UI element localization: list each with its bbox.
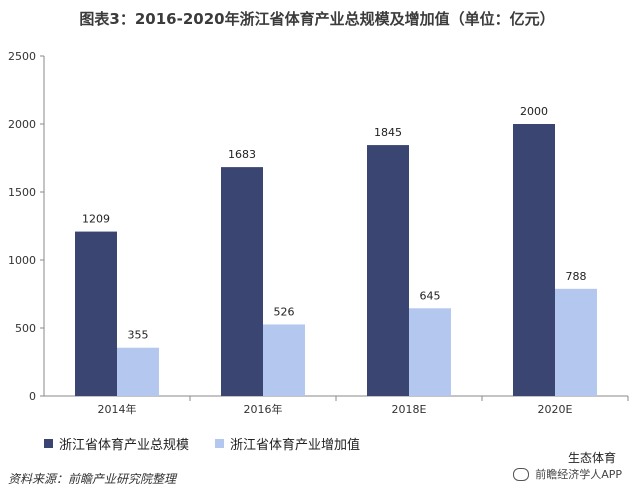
bar-series2 <box>117 347 159 396</box>
legend-item-series2: 浙江省体育产业增加值 <box>215 434 360 453</box>
x-tick-label: 2020E <box>538 403 573 416</box>
x-tick-label: 2014年 <box>98 402 137 416</box>
bar-series2 <box>555 288 597 396</box>
y-tick-label: 1500 <box>8 186 36 199</box>
x-tick-label: 2018E <box>392 403 427 416</box>
y-tick-label: 0 <box>29 390 36 403</box>
y-tick-label: 500 <box>15 322 36 335</box>
data-label-series2: 788 <box>566 270 587 283</box>
labels: 1209 355 1683 526 1845 645 2000 788 <box>82 105 587 342</box>
data-label-series1: 2000 <box>520 105 548 118</box>
axes: 0 500 1000 1500 2000 2500 2014年 2016年 2018E 2020E <box>8 50 629 416</box>
y-tick-label: 2000 <box>8 118 36 131</box>
x-tick-label: 2016年 <box>244 402 283 416</box>
brand-label: 生态体育 <box>567 451 616 465</box>
y-tick-label: 1000 <box>8 254 36 267</box>
legend-item-series1: 浙江省体育产业总规模 <box>44 434 189 453</box>
legend-swatch-series2 <box>215 439 225 448</box>
bar-series1 <box>75 231 117 396</box>
source-note: 资料来源：前瞻产业研究院整理 <box>8 472 177 486</box>
data-label-series1: 1683 <box>228 148 256 161</box>
legend-label-series2: 浙江省体育产业增加值 <box>230 438 361 453</box>
bar-series1 <box>367 145 409 396</box>
bar-series1 <box>513 124 555 396</box>
bar-series2 <box>263 324 305 396</box>
data-label-series2: 355 <box>128 329 149 342</box>
watermark-text: 前瞻经济学人APP <box>535 468 622 481</box>
wechat-icon <box>513 467 530 481</box>
data-label-series2: 526 <box>274 305 295 318</box>
data-label-series2: 645 <box>420 289 441 302</box>
legend: 浙江省体育产业总规模 浙江省体育产业增加值 <box>44 434 360 453</box>
y-tick-label: 2500 <box>8 50 36 63</box>
data-label-series1: 1209 <box>82 213 110 226</box>
legend-label-series1: 浙江省体育产业总规模 <box>59 438 190 453</box>
legend-swatch-series1 <box>44 439 53 448</box>
chart-title: 图表3：2016-2020年浙江省体育产业总规模及增加值（单位：亿元） <box>79 10 555 28</box>
watermark: 前瞻经济学人APP <box>513 466 622 482</box>
bar-series1 <box>221 167 263 396</box>
data-label-series1: 1845 <box>374 126 402 139</box>
bars <box>75 124 597 396</box>
bar-series2 <box>409 308 451 396</box>
